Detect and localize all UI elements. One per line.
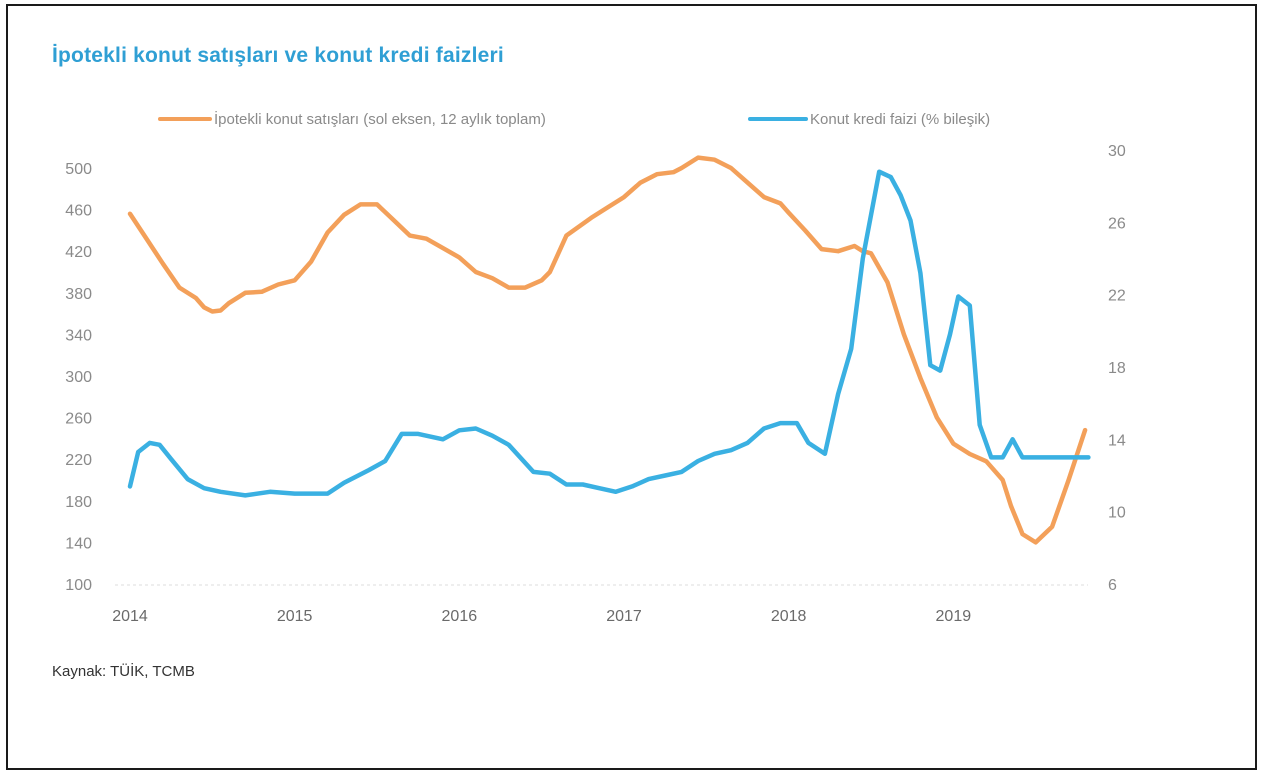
chart-title: İpotekli konut satışları ve konut kredi … bbox=[52, 44, 504, 67]
y-right-tick-label: 30 bbox=[1108, 143, 1126, 160]
x-tick-label: 2014 bbox=[112, 608, 148, 625]
y-right-tick-label: 26 bbox=[1108, 215, 1126, 232]
y-left-tick-label: 220 bbox=[65, 452, 92, 469]
y-left-tick-label: 140 bbox=[65, 535, 92, 552]
y-left-tick-label: 180 bbox=[65, 494, 92, 511]
legend: İpotekli konut satışları (sol eksen, 12 … bbox=[158, 110, 990, 128]
y-left-tick-label: 100 bbox=[65, 577, 92, 594]
y-left-tick-label: 300 bbox=[65, 369, 92, 386]
series-line-sales bbox=[127, 155, 1088, 545]
y-right-tick-label: 6 bbox=[1108, 577, 1117, 594]
x-tick-label: 2018 bbox=[771, 608, 807, 625]
series-lines bbox=[127, 155, 1091, 545]
y-right-tick-label: 14 bbox=[1108, 432, 1126, 449]
legend-label: İpotekli konut satışları (sol eksen, 12 … bbox=[214, 110, 546, 128]
y-left-tick-label: 500 bbox=[65, 161, 92, 178]
y-left-tick-label: 460 bbox=[65, 203, 92, 220]
x-tick-label: 2016 bbox=[442, 608, 478, 625]
y-left-tick-label: 380 bbox=[65, 286, 92, 303]
y-right-tick-label: 18 bbox=[1108, 360, 1126, 377]
y-left-tick-label: 340 bbox=[65, 327, 92, 344]
series-line-interest bbox=[127, 169, 1091, 498]
legend-label: Konut kredi faizi (% bileşik) bbox=[810, 111, 990, 128]
x-tick-label: 2015 bbox=[277, 608, 313, 625]
chart-frame bbox=[6, 4, 1257, 770]
y-right-tick-label: 22 bbox=[1108, 288, 1126, 305]
y-left-tick-label: 260 bbox=[65, 411, 92, 428]
chart-source: Kaynak: TÜİK, TCMB bbox=[52, 663, 195, 680]
y-right-tick-label: 10 bbox=[1108, 505, 1126, 522]
axes: 100 140 180 220 260 300 340 380 420 460 500 6 10 14 18… bbox=[65, 143, 1126, 625]
y-left-tick-label: 420 bbox=[65, 244, 92, 261]
x-tick-label: 2017 bbox=[606, 608, 642, 625]
x-tick-label: 2019 bbox=[936, 608, 972, 625]
